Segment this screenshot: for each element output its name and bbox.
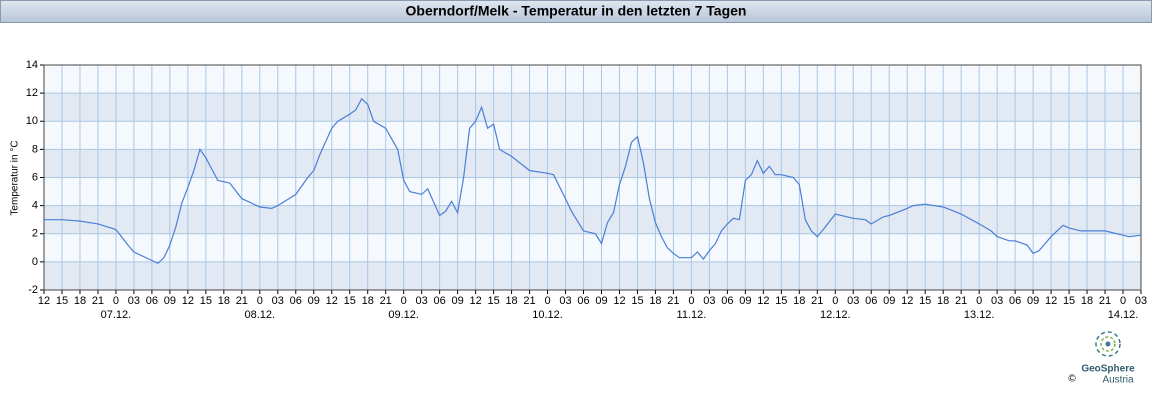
x-tick-label: 09 [739, 295, 751, 307]
date-label: 11.12. [677, 309, 707, 321]
date-label: 13.12. [964, 309, 995, 321]
x-tick-label: 06 [146, 295, 158, 307]
y-tick-label: 4 [32, 200, 38, 212]
x-tick-label: 18 [218, 295, 230, 307]
y-tick-label: 8 [32, 143, 38, 155]
band [44, 149, 1141, 178]
x-tick-label: 18 [649, 295, 661, 307]
x-tick-label: 03 [128, 295, 140, 307]
y-axis-label: Temperatur in °C [10, 140, 21, 215]
x-tick-label: 18 [793, 295, 805, 307]
x-tick-label: 03 [416, 295, 428, 307]
band [44, 205, 1141, 234]
x-tick-label: 21 [523, 295, 535, 307]
x-tick-label: 21 [811, 295, 823, 307]
x-tick-label: 09 [883, 295, 895, 307]
logo [1095, 331, 1121, 357]
date-label: 14.12. [1108, 309, 1139, 321]
x-tick-label: 15 [919, 295, 931, 307]
x-tick-label: 03 [847, 295, 859, 307]
x-tick-label: 06 [577, 295, 589, 307]
x-tick-label: 21 [955, 295, 967, 307]
x-tick-label: 18 [937, 295, 949, 307]
x-tick-label: 15 [200, 295, 212, 307]
x-tick-label: 0 [113, 295, 119, 307]
x-tick-label: 12 [469, 295, 481, 307]
x-tick-label: 21 [1099, 295, 1111, 307]
x-tick-label: 03 [272, 295, 284, 307]
date-label: 09.12. [388, 309, 419, 321]
date-label: 10.12. [532, 309, 563, 321]
temperature-line [44, 97, 1142, 265]
x-tick-label: 0 [257, 295, 263, 307]
x-tick-label: 18 [362, 295, 374, 307]
x-tick-label: 03 [991, 295, 1003, 307]
x-tick-label: 06 [434, 295, 446, 307]
x-tick-label: 15 [56, 295, 68, 307]
x-tick-label: 09 [1027, 295, 1039, 307]
x-tick-label: 03 [703, 295, 715, 307]
band [44, 93, 1141, 122]
brand-sub: Austria [1102, 375, 1134, 386]
x-tick-label: 09 [308, 295, 320, 307]
x-tick-label: 03 [1135, 295, 1147, 307]
y-tick-label: 6 [32, 171, 38, 183]
x-tick-label: 0 [544, 295, 550, 307]
x-tick-label: 06 [865, 295, 877, 307]
x-tick-label: 15 [631, 295, 643, 307]
y-tick-label: -2 [28, 284, 38, 296]
y-tick-label: 12 [26, 87, 38, 99]
date-label: 07.12. [101, 309, 132, 321]
x-tick-label: 18 [1081, 295, 1093, 307]
copyright: © [1068, 374, 1076, 385]
y-tick-label: 14 [26, 59, 38, 71]
x-tick-label: 21 [92, 295, 104, 307]
y-tick-label: 10 [26, 115, 38, 127]
x-tick-label: 12 [901, 295, 913, 307]
x-tick-label: 12 [38, 295, 50, 307]
brand: GeoSphere [1081, 364, 1135, 375]
x-tick-label: 09 [164, 295, 176, 307]
x-tick-label: 21 [236, 295, 248, 307]
x-tick-label: 03 [559, 295, 571, 307]
x-tick-label: 06 [290, 295, 302, 307]
x-tick-label: 09 [451, 295, 463, 307]
x-tick-label: 15 [487, 295, 499, 307]
x-tick-label: 0 [688, 295, 694, 307]
y-tick-label: 2 [32, 228, 38, 240]
date-label: 08.12. [245, 309, 276, 321]
x-tick-label: 15 [1063, 295, 1075, 307]
x-tick-label: 09 [595, 295, 607, 307]
x-tick-label: 0 [976, 295, 982, 307]
x-tick-label: 12 [613, 295, 625, 307]
date-label: 12.12. [820, 309, 851, 321]
x-tick-label: 12 [1045, 295, 1057, 307]
plot-frame [43, 64, 1142, 291]
x-tick-label: 21 [667, 295, 679, 307]
chart-title: Oberndorf/Melk - Temperatur in den letzt… [406, 3, 747, 19]
x-tick-label: 0 [401, 295, 407, 307]
y-tick-label: 0 [32, 256, 38, 268]
x-tick-label: 12 [326, 295, 338, 307]
x-tick-label: 15 [775, 295, 787, 307]
x-tick-label: 21 [380, 295, 392, 307]
x-tick-label: 0 [1120, 295, 1126, 307]
x-tick-label: 06 [1009, 295, 1021, 307]
x-tick-label: 12 [757, 295, 769, 307]
x-tick-label: 15 [344, 295, 356, 307]
band [44, 261, 1141, 290]
x-tick-label: 12 [182, 295, 194, 307]
x-tick-label: 18 [505, 295, 517, 307]
x-tick-label: 06 [721, 295, 733, 307]
x-tick-label: 0 [832, 295, 838, 307]
x-tick-label: 18 [74, 295, 86, 307]
